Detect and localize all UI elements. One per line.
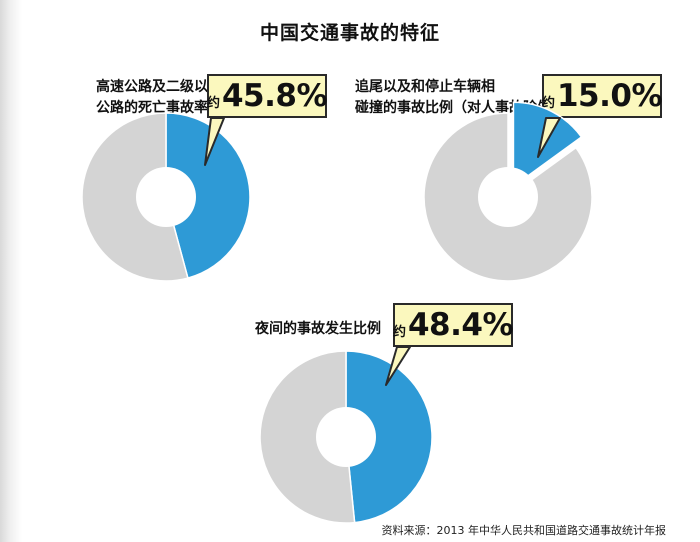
pie-slice-1-1 xyxy=(165,112,251,280)
chart1-label-line1: 高速公路及二级以上 xyxy=(96,79,222,95)
pie-slice-1-2 xyxy=(81,112,189,282)
source-note: 资料来源：2013 年中华人民共和国道路交通事故统计年报 xyxy=(381,524,667,537)
chart2-label-line1: 追尾以及和停止车辆相 xyxy=(355,79,495,95)
callout-pointer-1 xyxy=(204,117,225,166)
chart1-label: 高速公路及二级以上 公路的死亡事故率 xyxy=(96,77,222,119)
chart1-approx-text: 约 xyxy=(206,95,220,111)
pie-slice-3-2 xyxy=(259,350,356,524)
chart3-value-text: 48.4% xyxy=(407,307,514,343)
pie-chart-3 xyxy=(259,346,433,524)
callout-pointer-3 xyxy=(385,346,411,386)
chart1-label-line2: 公路的死亡事故率 xyxy=(96,100,208,116)
donut-hole-1 xyxy=(136,167,196,227)
chart2-approx-text: 约 xyxy=(541,95,555,111)
chart3-label-line1: 夜间的事故发生比例 xyxy=(255,321,381,337)
pie-slice-3-1 xyxy=(345,350,433,524)
chart-title: 中国交通事故的特征 xyxy=(259,22,440,44)
chart2-label-line2: 碰撞的事故比例（对人事故除外） xyxy=(355,100,565,116)
chart1-value-text: 45.8% xyxy=(221,78,328,114)
chart2-label: 追尾以及和停止车辆相 碰撞的事故比例（对人事故除外） xyxy=(355,77,565,119)
chart1-callout: 约 45.8% xyxy=(206,74,328,118)
chart3-callout: 约 48.4% xyxy=(392,303,514,347)
page-edge-shadow xyxy=(0,0,22,542)
pie-slice-2-1 xyxy=(512,101,583,188)
chart2-callout: 约 15.0% xyxy=(541,74,663,118)
chart2-value-text: 15.0% xyxy=(556,78,663,114)
donut-hole-2 xyxy=(478,167,538,227)
donut-hole-3 xyxy=(316,407,376,467)
callout-pointer-2 xyxy=(537,117,561,158)
chart3-approx-text: 约 xyxy=(392,324,406,340)
pie-chart-2 xyxy=(423,101,593,282)
pie-chart-1 xyxy=(81,112,251,282)
chart3-label: 夜间的事故发生比例 xyxy=(255,319,381,340)
